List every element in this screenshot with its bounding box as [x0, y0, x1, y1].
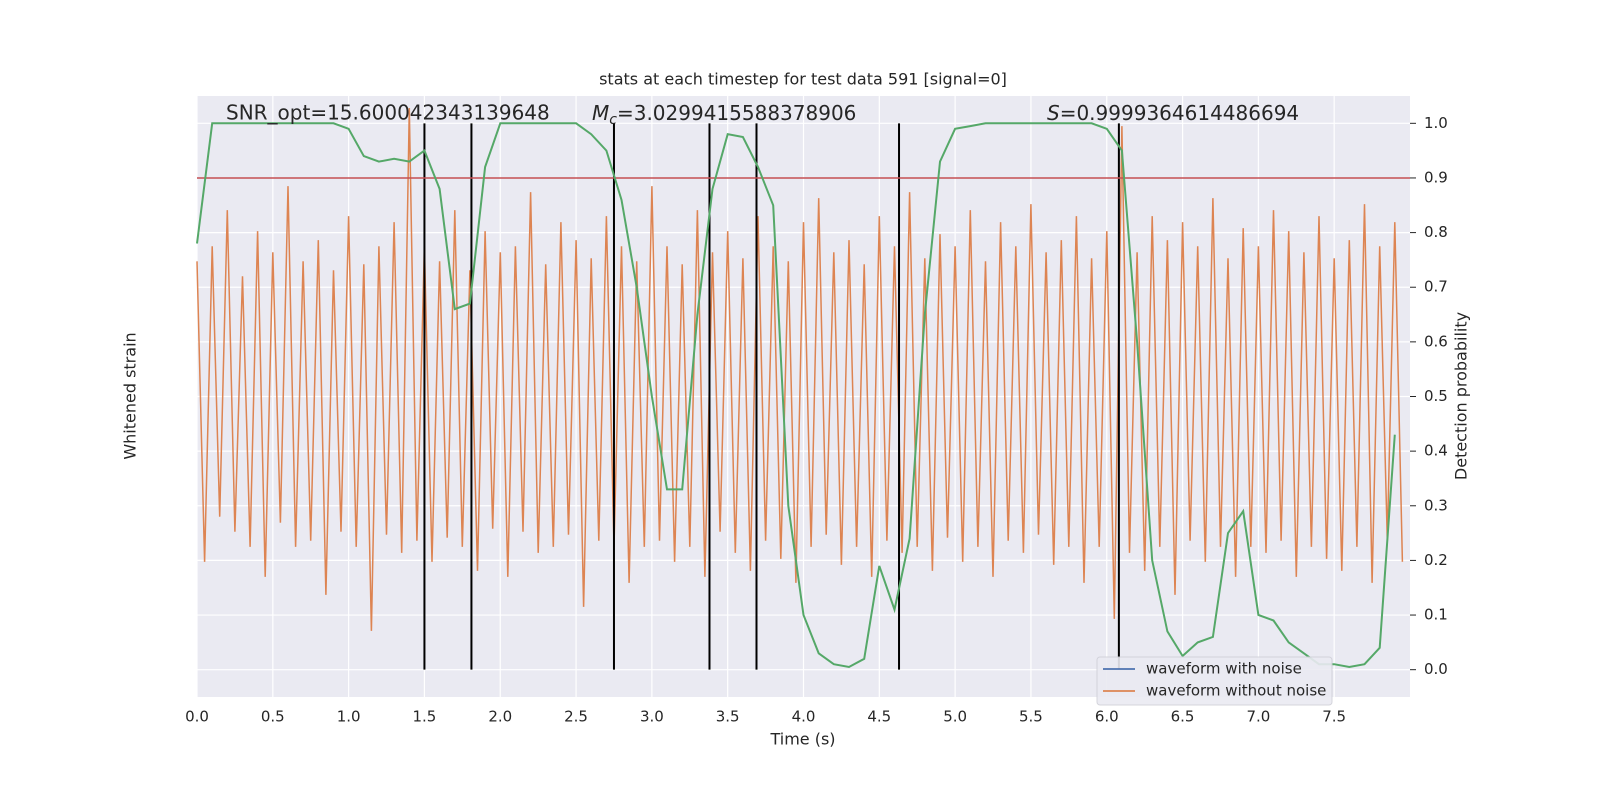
x-tick-label: 0.5 [261, 708, 285, 726]
probability-line [196, 122, 1396, 669]
annotation-value: =3.0299415588378906 [617, 101, 856, 125]
x-tick-label: 2.5 [564, 708, 588, 726]
y2-tick-label: 0.5 [1424, 387, 1448, 405]
y2-tick-label: 0.6 [1424, 332, 1448, 350]
x-tick-label: 3.0 [640, 708, 664, 726]
marks [196, 107, 1410, 670]
waveform-line [196, 107, 1404, 631]
chart-title: stats at each timestep for test data 591… [599, 70, 1007, 89]
legend: waveform with noise waveform without nois… [1096, 656, 1333, 706]
x-tick-label: 0.0 [185, 708, 209, 726]
legend-label: waveform without noise [1146, 682, 1326, 700]
annotation: SNR_opt=15.600042343139648 [226, 101, 550, 125]
annotation-symbol: M [592, 101, 609, 125]
x-tick-label: 5.0 [943, 708, 967, 726]
y-axis-label: Whitened strain [121, 332, 140, 459]
y2-tick-label: 0.3 [1424, 496, 1448, 514]
x-tick-label: 6.0 [1095, 708, 1119, 726]
x-tick-label: 1.5 [413, 708, 437, 726]
x-tick-label: 4.5 [867, 708, 891, 726]
x-tick-label: 1.0 [337, 708, 361, 726]
x-tick-label: 4.0 [792, 708, 816, 726]
legend-box [1096, 656, 1333, 706]
x-axis-label: Time (s) [769, 730, 835, 749]
y2-tick-label: 0.0 [1424, 660, 1448, 678]
y2-axis-label: Detection probability [1452, 312, 1471, 480]
y2-tick-label: 1.0 [1424, 114, 1448, 132]
y2-tick-label: 0.4 [1424, 442, 1448, 460]
y2-tick-label: 0.9 [1424, 168, 1448, 186]
annotation-value: =0.9999364614486694 [1060, 101, 1299, 125]
annotation: S=0.9999364614486694 [1047, 101, 1299, 125]
annotation-subscript: c [609, 112, 617, 128]
y2-tick-label: 0.2 [1424, 551, 1448, 569]
x-tick-label: 7.5 [1322, 708, 1346, 726]
annotation-symbol: S [1047, 101, 1060, 125]
x-tick-label: 7.0 [1246, 708, 1270, 726]
y2-tick-label: 0.1 [1424, 606, 1448, 624]
y2-tick-label: 0.7 [1424, 278, 1448, 296]
legend-label: waveform with noise [1146, 660, 1302, 678]
annotation: Mc=3.0299415588378906 [592, 101, 856, 129]
x-tick-label: 5.5 [1019, 708, 1043, 726]
x-tick-label: 2.0 [488, 708, 512, 726]
x-tick-label: 6.5 [1171, 708, 1195, 726]
y2-tick-label: 0.8 [1424, 223, 1448, 241]
x-tick-label: 3.5 [716, 708, 740, 726]
